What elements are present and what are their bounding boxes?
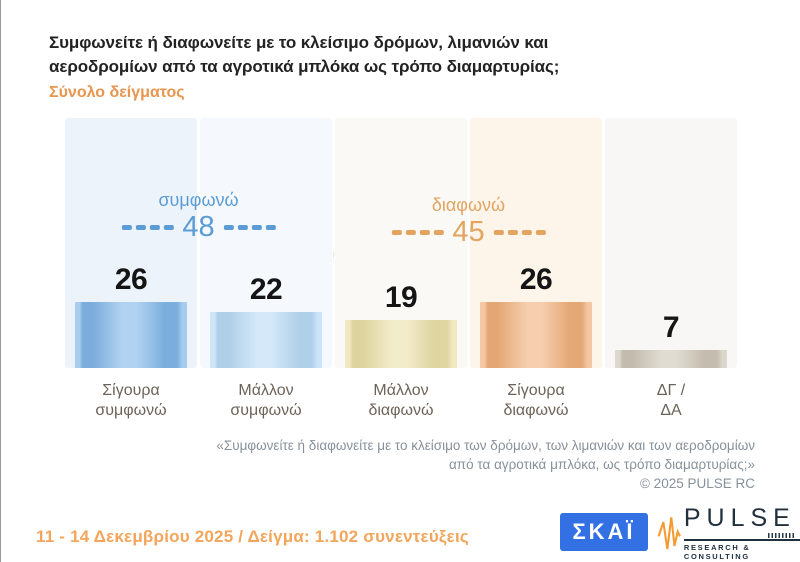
dash-icon (251, 225, 262, 230)
dash-icon (493, 230, 504, 235)
dash-icon (535, 230, 546, 235)
dash-icon (391, 230, 402, 235)
group-word: συμφωνώ (158, 190, 239, 210)
dash-icon (135, 225, 146, 230)
bar-value: 26 (519, 263, 553, 296)
group-value-row: 48 (119, 213, 277, 242)
dash-icon (163, 225, 174, 230)
dash-icon (237, 225, 248, 230)
bar (615, 350, 727, 368)
dash-icon (433, 230, 444, 235)
pulse-logo-waveform-icon (657, 516, 681, 549)
group-value: 45 (452, 216, 485, 248)
pulse-logo: PULSE RESEARCH & CONSULTING (657, 506, 800, 561)
bar-value: 26 (114, 263, 148, 296)
page-subtitle: Σύνολο δείγματος (49, 84, 185, 101)
dash-icon (265, 225, 276, 230)
group-word: διαφωνώ (431, 195, 506, 215)
bar-value: 19 (384, 281, 418, 314)
category-label: Σίγουρα διαφωνώ (503, 382, 569, 420)
dash-icon (507, 230, 518, 235)
dash-icon (521, 230, 532, 235)
pulse-logo-wordmark: PULSE (683, 504, 796, 532)
group-value: 48 (182, 211, 215, 243)
pulse-logo-tagline: RESEARCH & CONSULTING (683, 543, 751, 561)
source-footnote: «Συμφωνείτε ή διαφωνείτε με το κλείσιμο … (216, 438, 755, 491)
category-label: Μάλλον διαφωνώ (368, 382, 434, 420)
bar (345, 320, 457, 368)
bar (210, 312, 322, 368)
dash-icon (405, 230, 416, 235)
bar (480, 302, 592, 368)
disagree-total-label: διαφωνώ 45 (389, 196, 547, 247)
fieldwork-dates: 11 - 14 Δεκεμβρίου 2025 / Δείγμα: 1.102 … (36, 527, 469, 546)
bar (75, 302, 187, 368)
agree-total-label: συμφωνώ 48 (119, 191, 277, 242)
bar-value: 7 (662, 311, 680, 344)
group-value-row: 45 (389, 218, 547, 247)
skai-logo: ΣΚΑΪ (560, 513, 648, 551)
dash-icon (223, 225, 234, 230)
pulse-logo-rule (683, 539, 800, 541)
skai-logo-label: ΣΚΑΪ (572, 519, 636, 544)
page-title: Συμφωνείτε ή διαφωνείτε με το κλείσιμο δ… (49, 33, 560, 77)
category-label: Σίγουρα συμφωνώ (95, 382, 167, 420)
dash-icon (149, 225, 160, 230)
column-band (605, 118, 737, 368)
dash-icon (419, 230, 430, 235)
plot-area: 26 22 19 26 7 (1, 118, 800, 368)
dash-icon (121, 225, 132, 230)
category-label: ΔΓ / ΔΑ (656, 382, 686, 420)
bar-value: 22 (249, 273, 283, 306)
pulse-logo-barcode (768, 533, 796, 538)
category-label: Μάλλον συμφωνώ (230, 382, 302, 420)
